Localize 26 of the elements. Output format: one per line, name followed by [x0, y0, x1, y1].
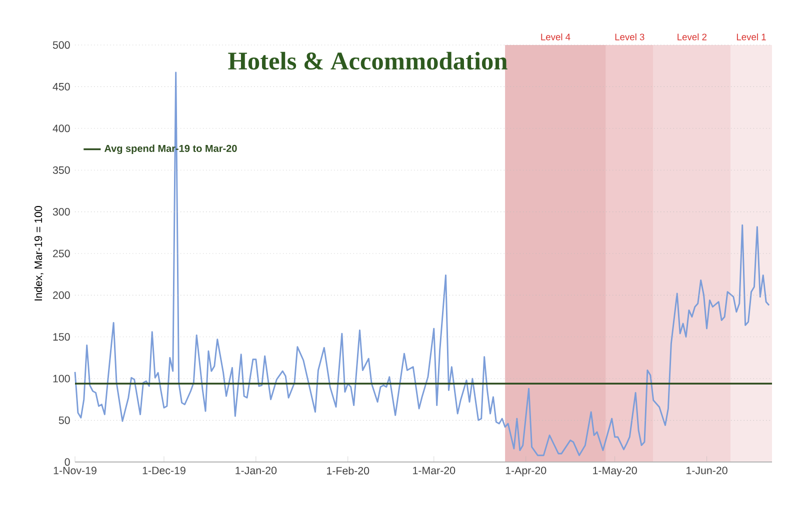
band-label: Level 4	[541, 33, 570, 40]
x-tick-label: 1-Dec-19	[142, 466, 186, 474]
y-tick-label: 50	[58, 416, 70, 424]
x-tick-label: 1-Feb-20	[327, 466, 370, 475]
line-series	[74, 72, 770, 456]
y-tick-label: 350	[52, 166, 70, 174]
y-axis-title: Index, Mar-19 = 100	[34, 206, 44, 300]
x-tick-label: 1-Mar-20	[413, 466, 456, 474]
y-tick-label: 500	[52, 41, 70, 49]
x-tick-label: 1-May-20	[593, 466, 637, 476]
band-label: Level 3	[615, 33, 644, 40]
band-label: Level 1	[736, 33, 766, 40]
y-tick-label: 200	[53, 291, 70, 299]
y-tick-label: 250	[53, 250, 70, 258]
y-tick-label: 300	[52, 208, 70, 216]
y-tick-label: 450	[52, 82, 70, 90]
y-tick-label: 150	[53, 333, 70, 341]
y-tick-label: 400	[52, 124, 70, 132]
y-tick-label: 100	[53, 374, 70, 382]
band-label: Level 2	[678, 33, 706, 40]
x-tick-label: 1-Nov-19	[54, 466, 96, 474]
x-tick-label: 1-Jun-20	[686, 466, 728, 474]
x-tick-label: 1-Apr-20	[506, 466, 546, 476]
x-tick-label: 1-Jan-20	[236, 466, 277, 474]
y-tick-label: 0	[64, 458, 70, 466]
chart-title: Hotels & Accommodation	[228, 52, 508, 70]
